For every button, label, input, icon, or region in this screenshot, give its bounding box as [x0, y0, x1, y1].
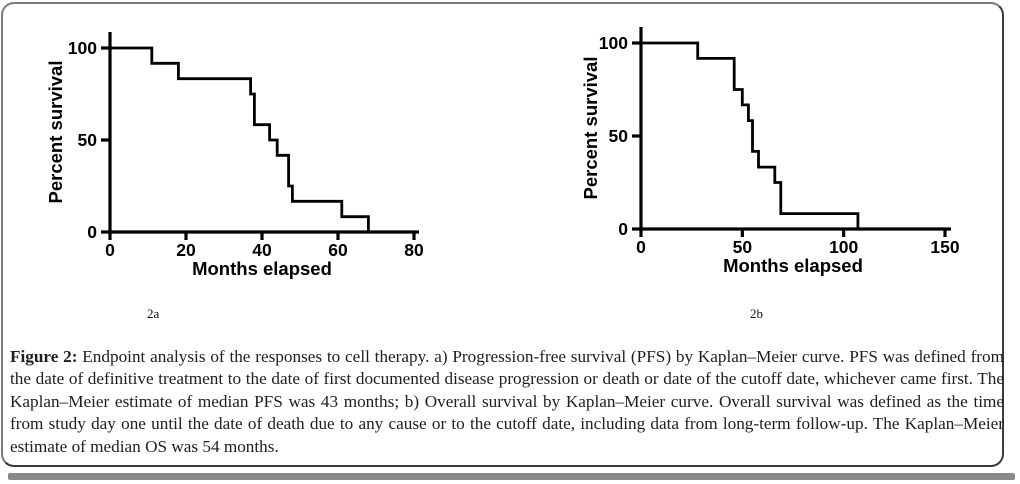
panel-label-2b: 2b: [750, 306, 763, 321]
x-tick-label: 80: [404, 240, 424, 260]
km-curve: [641, 41, 860, 229]
figure-card: [1, 2, 1004, 467]
y-tick-label: 0: [87, 222, 97, 242]
km-chart-pfs: 0 20 40 60 80 0 50 100 Months elapsed Percent sur…: [45, 32, 424, 279]
figure-caption: Figure 2: Endpoint analysis of the respo…: [10, 346, 1004, 458]
x-tick-label: 100: [829, 237, 858, 257]
panel-label-2a: 2a: [147, 306, 160, 321]
x-tick-label: 60: [328, 240, 348, 260]
x-tick-label: 20: [176, 240, 196, 260]
x-tick-label: 50: [733, 237, 753, 257]
card-drop-shadow: [8, 473, 1015, 480]
x-axis-label: Months elapsed: [723, 255, 863, 276]
x-axis-label: Months elapsed: [192, 258, 332, 279]
y-tick-label: 50: [78, 130, 98, 150]
x-tick-label: 0: [105, 240, 115, 260]
y-axis-label: Percent survival: [45, 61, 66, 204]
y-tick-label: 100: [68, 38, 97, 58]
axis-lines: [639, 27, 951, 231]
y-tick-label: 100: [599, 33, 628, 53]
y-tick-label: 50: [609, 126, 629, 146]
y-tick-label: 0: [618, 219, 628, 239]
km-curve: [110, 46, 370, 232]
figure-caption-text: Endpoint analysis of the responses to ce…: [10, 347, 1004, 456]
x-tick-label: 0: [636, 237, 646, 257]
figure-caption-label: Figure 2:: [10, 347, 78, 366]
x-tick-label: 150: [930, 237, 959, 257]
y-axis-label: Percent survival: [580, 57, 601, 200]
x-tick-label: 40: [252, 240, 272, 260]
